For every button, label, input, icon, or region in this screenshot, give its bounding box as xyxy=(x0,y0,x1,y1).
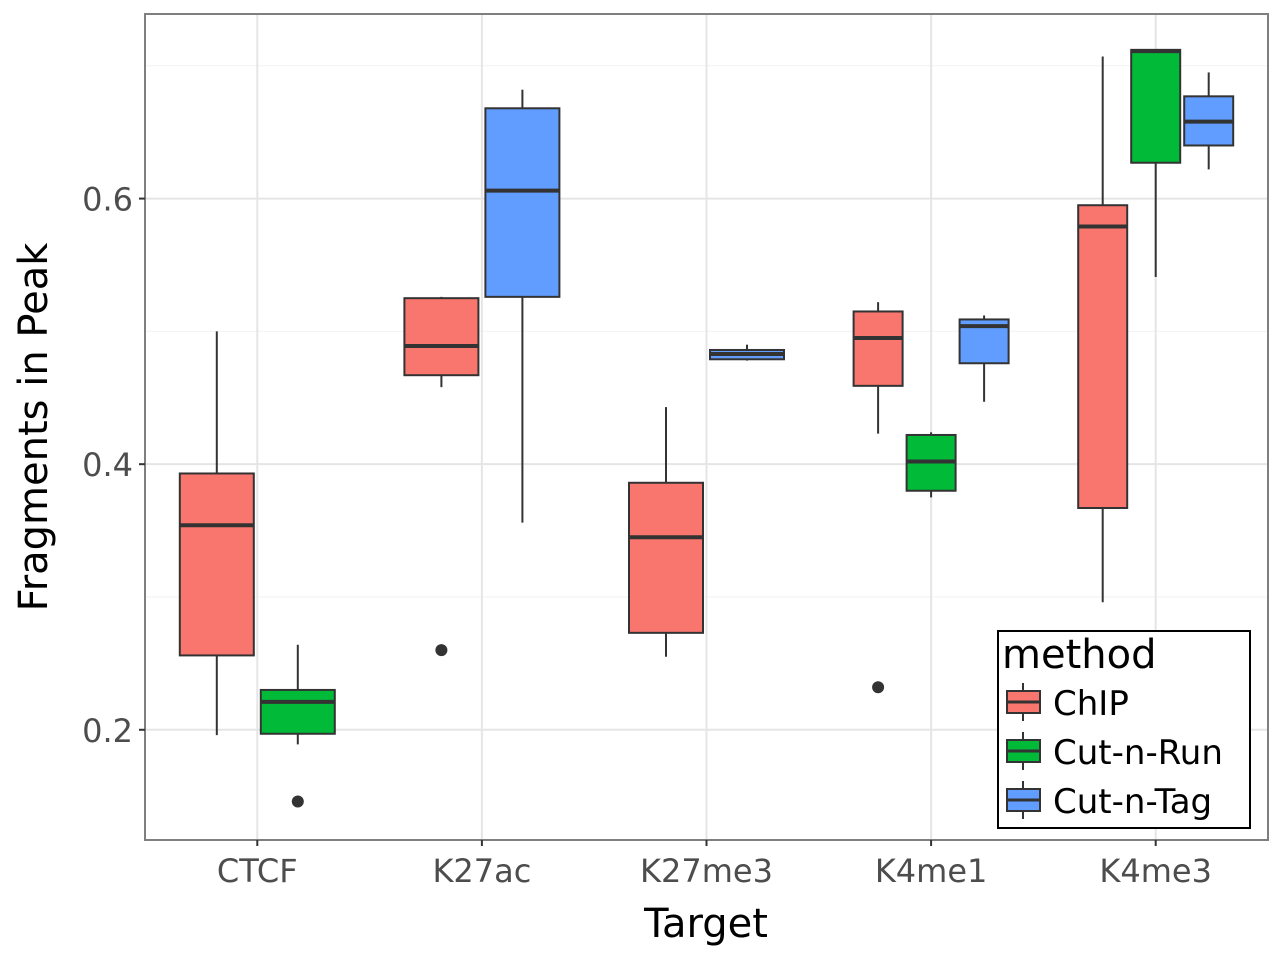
outlier-point xyxy=(435,644,448,657)
box-iqr xyxy=(852,310,904,387)
legend-label: Cut-n-Run xyxy=(1053,733,1223,773)
legend: method ChIP Cut-n-Run Cut-n-Tag xyxy=(997,630,1251,829)
x-tick-label: K27me3 xyxy=(640,852,773,890)
y-tick-label: 0.6 xyxy=(82,181,133,219)
box-K27me3-ChIP xyxy=(628,407,704,657)
box-CTCF-Cut-n-Run xyxy=(259,644,336,808)
box-K4me3-Cut-n-Tag xyxy=(1183,72,1235,170)
y-axis-title: Fragments in Peak xyxy=(11,242,57,612)
box-K4me1-Cut-n-Tag xyxy=(958,315,1010,402)
box-iqr xyxy=(1130,48,1182,164)
outlier-point xyxy=(291,795,304,808)
box-iqr xyxy=(259,688,336,735)
box-iqr xyxy=(178,472,255,657)
box-iqr xyxy=(1077,204,1129,510)
x-tick-label: K27ac xyxy=(432,852,531,890)
box-iqr xyxy=(628,481,704,634)
box-K4me1-ChIP xyxy=(852,302,904,694)
box-K4me3-ChIP xyxy=(1077,56,1129,603)
box-K27ac-ChIP xyxy=(403,296,480,657)
x-tick-label: K4me1 xyxy=(875,852,988,890)
box-iqr xyxy=(484,107,561,298)
y-tick-label: 0.2 xyxy=(82,712,133,750)
x-axis-title: Target xyxy=(643,901,768,947)
x-tick-label: K4me3 xyxy=(1099,852,1212,890)
legend-label: Cut-n-Tag xyxy=(1053,782,1212,822)
x-tick-label: CTCF xyxy=(217,852,298,890)
y-axis: 0.2 0.4 0.6 xyxy=(82,181,145,750)
box-K27me3-Cut-n-Tag xyxy=(709,344,785,361)
outlier-point xyxy=(872,681,885,694)
boxes xyxy=(178,48,1235,808)
box-K4me3-Cut-n-Run xyxy=(1130,48,1182,277)
box-iqr xyxy=(403,297,480,377)
legend-title: method xyxy=(1002,632,1156,678)
legend-item-Cut-n-Run: Cut-n-Run xyxy=(1006,732,1223,773)
legend-item-ChIP: ChIP xyxy=(1006,683,1129,724)
legend-label: ChIP xyxy=(1053,684,1129,724)
x-axis: CTCF K27ac K27me3 K4me1 K4me3 xyxy=(217,840,1212,890)
box-K4me1-Cut-n-Run xyxy=(905,432,957,498)
y-tick-label: 0.4 xyxy=(82,446,133,484)
box-K27ac-Cut-n-Tag xyxy=(484,89,561,523)
box-CTCF-ChIP xyxy=(178,331,255,736)
legend-item-Cut-n-Tag: Cut-n-Tag xyxy=(1006,781,1212,822)
